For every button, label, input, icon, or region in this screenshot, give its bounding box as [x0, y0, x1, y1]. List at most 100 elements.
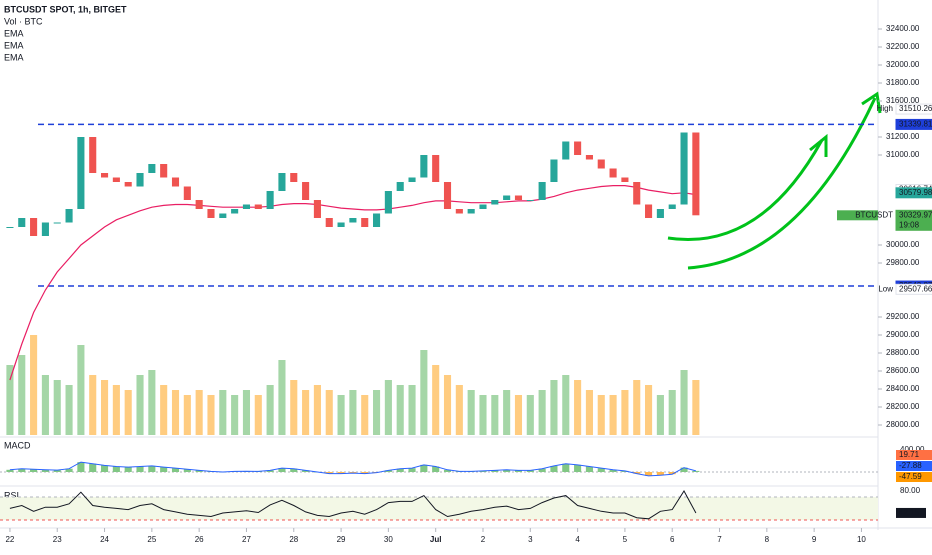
macd-hist: [65, 468, 73, 472]
volume-bar: [207, 395, 215, 435]
candle: [645, 204, 653, 218]
volume-bar: [65, 385, 73, 435]
candle: [373, 213, 381, 227]
candle: [467, 209, 475, 214]
volume-bar: [100, 380, 109, 435]
candle: [597, 159, 605, 169]
volume-bar: [585, 390, 593, 435]
price-tag: [895, 283, 932, 295]
rsi-tag-label: 42.15: [899, 508, 920, 517]
y-tick-label: 31200.00: [886, 132, 920, 141]
volume-bar: [266, 385, 274, 435]
x-tick-label: 26: [195, 535, 204, 544]
macd-hist: [538, 468, 546, 472]
volume-bar: [124, 390, 132, 435]
macd-hist: [420, 464, 428, 472]
volume-bar: [219, 390, 227, 435]
macd-hist: [645, 472, 653, 476]
macd-hist: [278, 468, 286, 472]
y-tick-label: 30000.00: [886, 240, 920, 249]
price-tag-label: 30579.98: [899, 188, 932, 197]
x-tick-label: Jul: [430, 535, 442, 544]
candle: [112, 177, 120, 182]
macd-tag: [896, 461, 932, 471]
candle: [526, 200, 534, 201]
macd-hist: [656, 472, 664, 476]
volume-bar: [89, 375, 97, 435]
volume-bar: [514, 395, 523, 435]
volume-bar: [148, 370, 156, 435]
candle: [562, 141, 570, 160]
macd-hist: [183, 469, 191, 472]
macd-hist: [6, 469, 14, 472]
rsi-line: [9, 490, 697, 520]
candle: [384, 191, 392, 214]
volume-bar: [30, 335, 38, 435]
y-tick-label: 29200.00: [886, 312, 920, 321]
macd-hist: [160, 467, 168, 472]
y-tick-label: 28600.00: [886, 366, 920, 375]
x-tick-label: 28: [289, 535, 298, 544]
macd-hist: [171, 468, 180, 472]
macd-hist: [384, 470, 392, 472]
candle: [195, 200, 203, 209]
candle: [443, 182, 452, 209]
macd-hist: [89, 463, 97, 472]
price-tag-sub: 19:08: [899, 220, 920, 229]
macd-hist: [443, 469, 452, 472]
macd-hist: [124, 467, 132, 472]
volume-bar: [455, 385, 463, 435]
macd-hist: [266, 470, 274, 472]
x-tick-label: 7: [717, 535, 722, 544]
macd-hist: [609, 469, 617, 472]
macd-hist: [562, 463, 570, 472]
indicator-label: EMA: [4, 52, 24, 62]
macd-hist: [337, 472, 345, 474]
x-tick-label: 24: [100, 535, 109, 544]
price-tag-label: 31339.81: [899, 120, 932, 129]
y-tick-label: 32000.00: [886, 60, 920, 69]
price-tag: [895, 187, 932, 199]
pane-title: MACD: [4, 440, 31, 450]
macd-hist: [302, 470, 310, 472]
symbol-tag-label: High: [877, 104, 893, 113]
volume-bar: [491, 395, 499, 435]
macd-hist: [491, 470, 499, 472]
y-tick-label: 28400.00: [886, 384, 920, 393]
macd-hist: [633, 472, 641, 474]
volume-bar: [254, 395, 262, 435]
macd-hist: [41, 469, 49, 472]
macd-hist: [585, 466, 593, 472]
candle: [396, 182, 404, 191]
volume-bar: [242, 390, 251, 435]
macd-hist: [408, 468, 416, 472]
volume-bar: [349, 390, 357, 435]
candle: [171, 177, 180, 187]
candle: [18, 218, 26, 227]
candle: [656, 209, 664, 218]
volume-bar: [337, 395, 345, 435]
macd-hist: [680, 467, 688, 472]
volume-bar: [77, 345, 85, 435]
candle: [668, 204, 676, 209]
candle: [207, 209, 215, 218]
volume-bar: [443, 375, 452, 435]
volume-bar: [18, 355, 26, 435]
macd-tag-label: -27.88: [899, 461, 922, 470]
candle: [680, 132, 688, 205]
macd-hist: [349, 472, 357, 474]
volume-bar: [6, 365, 14, 435]
symbol-tag: [837, 210, 878, 221]
macd-tag: [896, 450, 932, 460]
candle: [41, 222, 49, 236]
candle: [183, 186, 191, 200]
macd-hist: [692, 470, 700, 472]
candle: [349, 218, 357, 223]
symbol-tag-label: BTCUSDT: [855, 210, 893, 219]
macd-hist: [514, 470, 523, 472]
candle: [420, 155, 428, 178]
macd-hist: [597, 468, 605, 472]
candle: [361, 218, 369, 227]
